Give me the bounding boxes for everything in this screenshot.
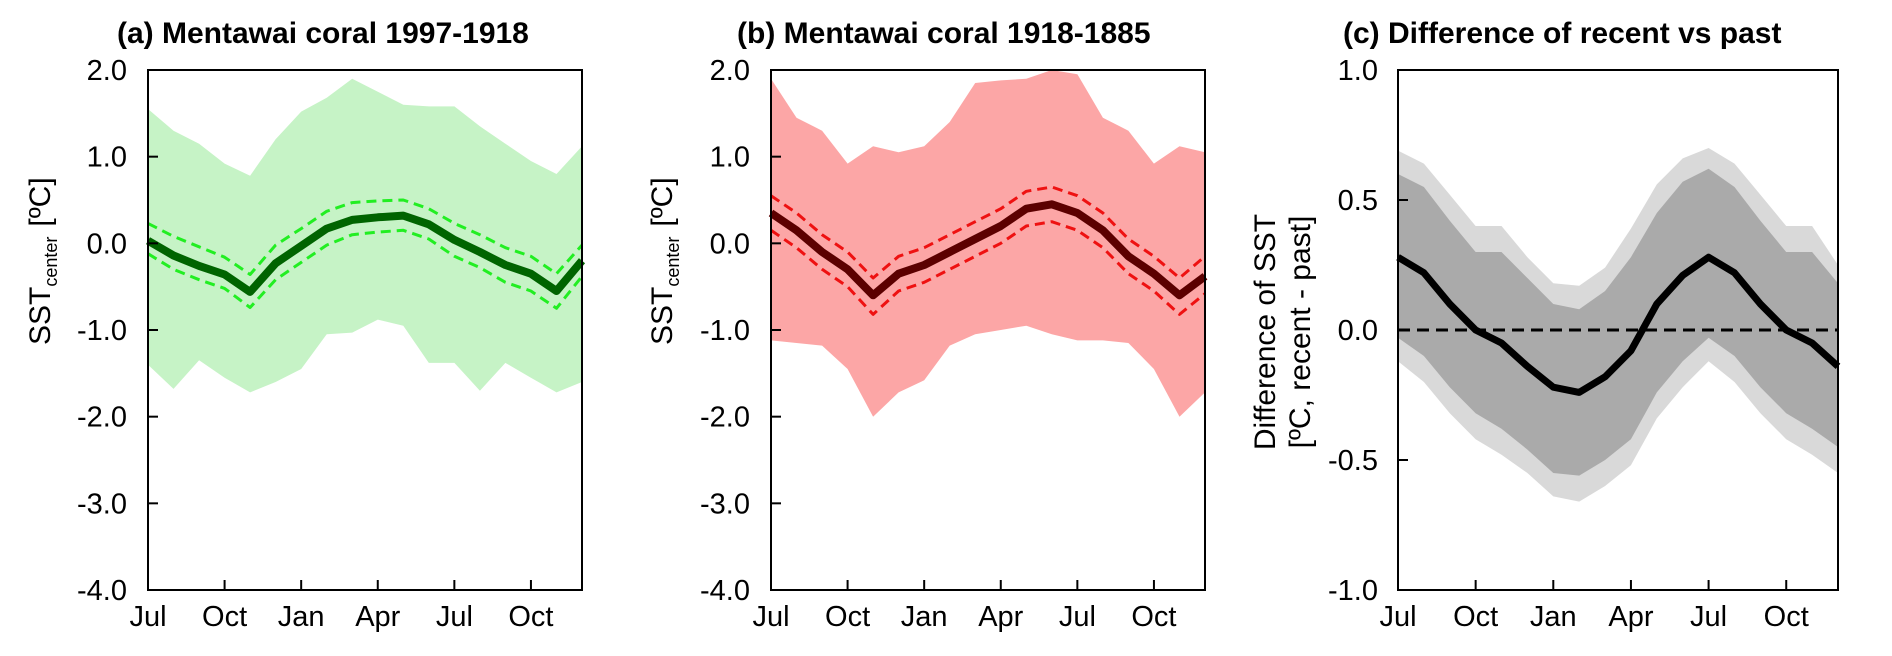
panel-b-xtick: Apr xyxy=(978,601,1023,633)
panel-a: (a) Mentawai coral 1997-1918 SSTcenter [º… xyxy=(24,17,586,633)
panel-a-ytick: -3.0 xyxy=(77,488,127,520)
panel-a-ylabel-main: SST xyxy=(24,287,57,345)
panel-c: (c) Difference of recent vs past Differe… xyxy=(1249,17,1841,633)
panel-b-ytick: 2.0 xyxy=(710,55,750,87)
panel-a-xtick: Oct xyxy=(202,601,247,633)
panel-b-xtick: Jul xyxy=(1059,601,1096,633)
panel-c-xtick: Jul xyxy=(1690,601,1727,633)
panel-a-xtick: Jul xyxy=(436,601,473,633)
panel-b-mean-line xyxy=(768,200,1208,300)
panel-a-ytick: 2.0 xyxy=(87,55,127,87)
panel-c-ytick: -1.0 xyxy=(1328,575,1378,607)
panel-b-ylabel-main: SST xyxy=(646,287,679,345)
panel-a-xtick: Jul xyxy=(129,601,166,633)
panel-a-ytick: 1.0 xyxy=(87,142,127,174)
panel-b-range-band xyxy=(771,70,1205,417)
panel-c-ylabel: Difference of SST [ºC, recent - past] xyxy=(1249,214,1317,450)
panel-b-yticks: 2.0 1.0 0.0 -1.0 -2.0 -3.0 -4.0 xyxy=(700,55,750,607)
panel-c-xtick: Oct xyxy=(1764,601,1809,633)
panel-a-ylabel-sub: center xyxy=(41,237,61,287)
panel-a-xtick: Apr xyxy=(355,601,400,633)
panel-b-ci-lower-line xyxy=(770,220,1206,316)
panel-a-ytick: 0.0 xyxy=(87,228,127,260)
panel-b: (b) Mentawai coral 1918-1885 SSTcenter [º… xyxy=(646,17,1208,633)
panel-a-ylabel-unit: [ºC] xyxy=(24,177,57,226)
panel-a-range-band xyxy=(148,78,582,393)
panel-c-xtick: Jul xyxy=(1379,601,1416,633)
panel-b-xtick: Jan xyxy=(901,601,948,633)
panel-a-xtick: Oct xyxy=(508,601,553,633)
panel-c-ytick: -0.5 xyxy=(1328,445,1378,477)
panel-b-ylabel: SSTcenter [ºC] xyxy=(646,177,683,345)
panel-a-yticks: 2.0 1.0 0.0 -1.0 -2.0 -3.0 -4.0 xyxy=(77,55,127,607)
panel-c-xtick: Apr xyxy=(1608,601,1653,633)
panel-a-ytick: -2.0 xyxy=(77,402,127,434)
panel-b-ytick: 0.0 xyxy=(710,228,750,260)
panel-b-ylabel-sub: center xyxy=(663,237,683,287)
panel-b-plot xyxy=(768,69,1208,591)
panel-b-xtick: Oct xyxy=(1131,601,1176,633)
panel-c-ytick: 0.5 xyxy=(1338,185,1378,217)
panel-a-mean-line xyxy=(145,211,586,296)
panel-c-xtick: Oct xyxy=(1453,601,1498,633)
panel-b-ytick: -4.0 xyxy=(700,575,750,607)
panel-b-ytick: -1.0 xyxy=(700,315,750,347)
panel-a-ytick: -4.0 xyxy=(77,575,127,607)
panel-a-title: (a) Mentawai coral 1997-1918 xyxy=(117,17,529,50)
panel-b-xtick: Jul xyxy=(752,601,789,633)
panel-c-difference-line xyxy=(1396,253,1841,396)
panel-b-ytick: -3.0 xyxy=(700,488,750,520)
panel-b-title: (b) Mentawai coral 1918-1885 xyxy=(737,17,1151,50)
panel-c-inner-band xyxy=(1398,168,1838,476)
panel-a-plot xyxy=(145,69,586,591)
panel-a-ylabel: SSTcenter [ºC] xyxy=(24,177,61,345)
panel-c-plot xyxy=(1396,69,1841,591)
panel-a-ytick: -1.0 xyxy=(77,315,127,347)
panel-a-xtick: Jan xyxy=(278,601,325,633)
panel-b-ci-upper-line xyxy=(770,185,1206,280)
panel-c-title: (c) Difference of recent vs past xyxy=(1343,17,1781,50)
panel-c-ylabel-line1: Difference of SST xyxy=(1249,214,1282,450)
panel-c-xticks: Jul Oct Jan Apr Jul Oct xyxy=(1379,601,1808,633)
panel-b-xticks: Jul Oct Jan Apr Jul Oct xyxy=(752,601,1176,633)
panel-a-xticks: Jul Oct Jan Apr Jul Oct xyxy=(129,601,553,633)
panel-c-yticks: 1.0 0.5 0.0 -0.5 -1.0 xyxy=(1328,55,1378,607)
panel-b-xtick: Oct xyxy=(825,601,870,633)
panel-c-xtick: Jan xyxy=(1530,601,1577,633)
panel-b-ytick: -2.0 xyxy=(700,402,750,434)
panel-b-ytick: 1.0 xyxy=(710,142,750,174)
panel-c-ylabel-line2: [ºC, recent - past] xyxy=(1284,216,1317,449)
panel-c-ytick: 1.0 xyxy=(1338,55,1378,87)
panel-a-ci-lower-line xyxy=(147,228,584,310)
panel-b-ylabel-unit: [ºC] xyxy=(646,177,679,226)
panel-c-ytick: 0.0 xyxy=(1338,315,1378,347)
